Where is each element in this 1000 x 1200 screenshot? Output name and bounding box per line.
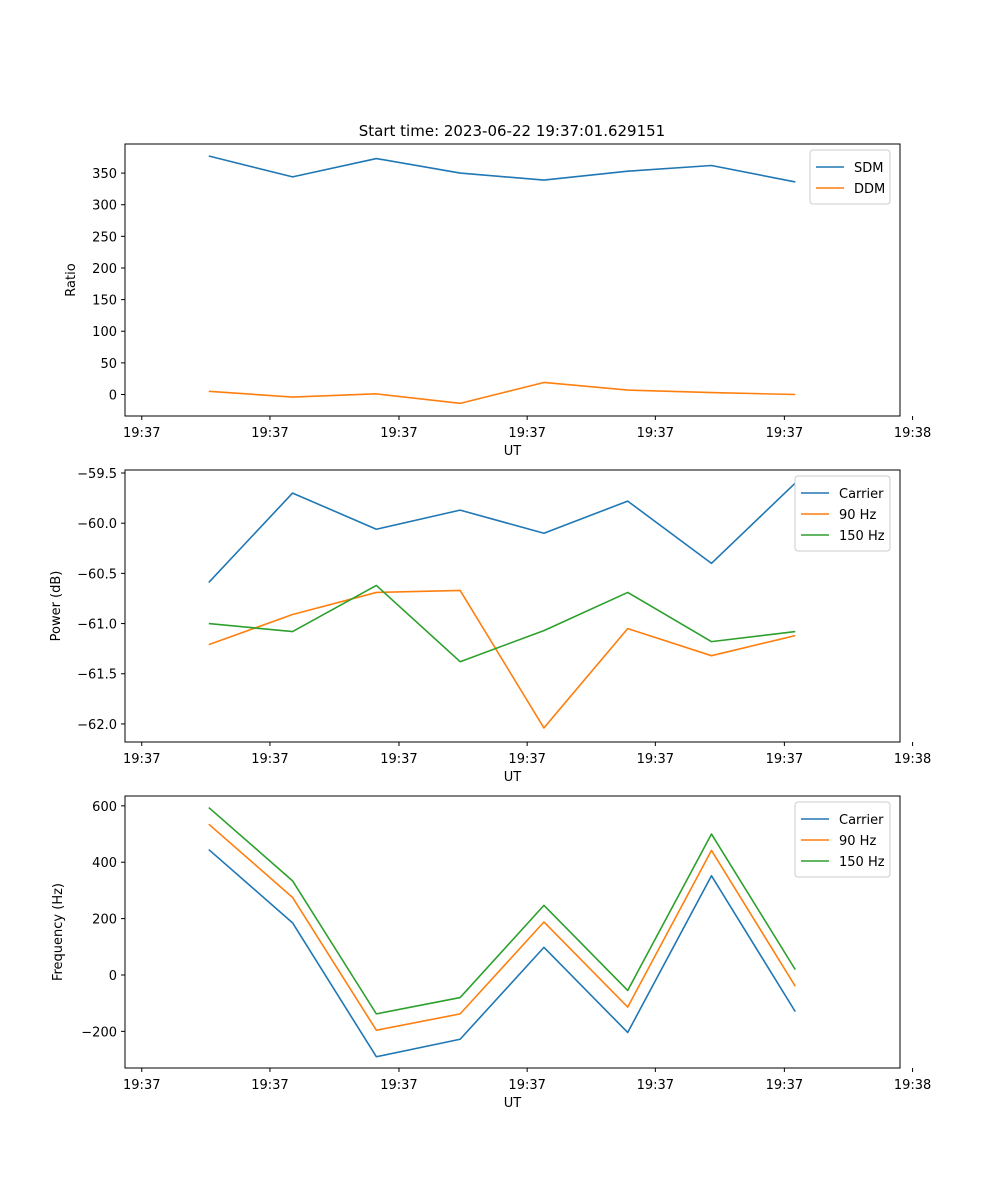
x-axis-label: UT [504, 444, 522, 459]
y-tick-label: −61.0 [77, 618, 117, 633]
x-tick-label: 19:37 [380, 1078, 417, 1093]
legend-label: 150 Hz [839, 529, 885, 544]
x-tick-label: 19:37 [508, 1078, 545, 1093]
legend-label: DDM [854, 182, 885, 197]
x-tick-label: 19:38 [894, 752, 931, 767]
y-tick-label: −200 [81, 1025, 117, 1040]
legend-label: SDM [854, 161, 883, 176]
x-tick-label: 19:37 [508, 752, 545, 767]
series-line-90-hz [208, 589, 796, 729]
series-line-90-hz [208, 823, 796, 1032]
series-line-150-hz [208, 806, 796, 1015]
chart-panel-2: 19:37 19:37 19:37 19:37 19:37 19:37 19:38 −62.0… [49, 467, 931, 785]
legend-label: Carrier [839, 813, 884, 828]
series-line-carrier [208, 848, 796, 1058]
legend: SDM DDM [809, 149, 891, 205]
legend-box [794, 801, 891, 878]
y-tick-label: −61.5 [77, 668, 117, 683]
y-tick-label: 300 [92, 199, 117, 214]
y-tick-label: −60.5 [77, 567, 117, 582]
series-line-carrier [208, 482, 796, 583]
chart-panel-3: 19:37 19:37 19:37 19:37 19:37 19:37 19:38 −200 0… [51, 795, 931, 1111]
y-tick-label: 400 [92, 856, 117, 871]
y-tick-label: 250 [92, 230, 117, 245]
y-axis-label: Ratio [64, 263, 79, 296]
series-line-sdm [208, 155, 796, 183]
y-tick-label: 0 [109, 388, 117, 403]
legend-label: 150 Hz [839, 855, 885, 870]
x-tick-label: 19:37 [637, 1078, 674, 1093]
plot-frame [124, 143, 901, 417]
x-tick-label: 19:37 [251, 752, 288, 767]
y-tick-label: −62.0 [77, 718, 117, 733]
plot-frame [124, 795, 901, 1069]
x-tick-label: 19:38 [894, 1078, 931, 1093]
y-tick-label: 200 [92, 913, 117, 928]
series-line-150-hz [208, 584, 796, 663]
legend-label: 90 Hz [839, 508, 876, 523]
legend-box [794, 475, 891, 552]
x-axis-label: UT [504, 1096, 522, 1111]
x-tick-label: 19:38 [894, 426, 931, 441]
x-tick-label: 19:37 [766, 426, 803, 441]
y-tick-label: 150 [92, 294, 117, 309]
y-axis-label: Power (dB) [49, 571, 64, 642]
y-tick-label: −60.0 [77, 517, 117, 532]
y-axis-label: Frequency (Hz) [51, 883, 66, 981]
x-tick-label: 19:37 [123, 426, 160, 441]
x-tick-label: 19:37 [123, 752, 160, 767]
legend-label: 90 Hz [839, 834, 876, 849]
x-tick-label: 19:37 [123, 1078, 160, 1093]
x-tick-label: 19:37 [380, 426, 417, 441]
x-axis-label: UT [504, 770, 522, 785]
y-tick-label: 0 [109, 969, 117, 984]
y-tick-label: 350 [92, 167, 117, 182]
y-tick-label: 600 [92, 800, 117, 815]
series-line-ddm [208, 381, 796, 405]
legend-box [809, 149, 891, 205]
x-tick-label: 19:37 [637, 426, 674, 441]
y-tick-label: 50 [100, 357, 117, 372]
y-tick-label: −59.5 [77, 467, 117, 482]
x-tick-label: 19:37 [766, 752, 803, 767]
chart-panel-1: 19:37 19:37 19:37 19:37 19:37 19:37 19:38 0 50 10… [64, 143, 931, 459]
x-tick-label: 19:37 [637, 752, 674, 767]
x-tick-label: 19:37 [508, 426, 545, 441]
legend-label: Carrier [839, 487, 884, 502]
legend: Carrier 90 Hz 150 Hz [794, 801, 891, 878]
legend: Carrier 90 Hz 150 Hz [794, 475, 891, 552]
y-tick-label: 200 [92, 262, 117, 277]
figure-title: Start time: 2023-06-22 19:37:01.629151 [359, 122, 665, 140]
x-tick-label: 19:37 [251, 1078, 288, 1093]
y-tick-label: 100 [92, 325, 117, 340]
x-tick-label: 19:37 [251, 426, 288, 441]
x-tick-label: 19:37 [380, 752, 417, 767]
x-tick-label: 19:37 [766, 1078, 803, 1093]
plot-frame [124, 469, 901, 743]
